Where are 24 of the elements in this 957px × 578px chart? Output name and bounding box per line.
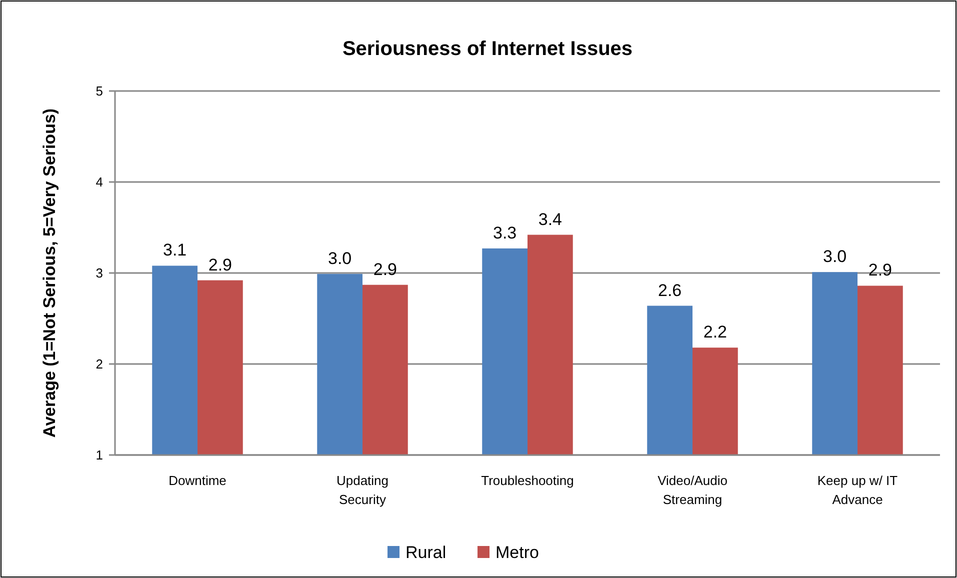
- data-label: 3.0: [822, 247, 847, 266]
- y-tick-label: 3: [96, 266, 103, 281]
- data-label: 3.3: [492, 223, 517, 242]
- y-tick-label: 4: [96, 174, 103, 190]
- y-tick-label: 1: [96, 448, 103, 463]
- y-axis-title: Average (1=Not Serious, 5=Very Serious): [40, 108, 59, 438]
- data-label: 3.1: [162, 240, 187, 260]
- data-label: 3.0: [328, 248, 352, 268]
- x-tick-label: Updating Security: [336, 473, 389, 507]
- x-tick-label: Downtime: [168, 473, 226, 488]
- x-tick-label: Video/Audio Streaming: [658, 473, 728, 507]
- legend-label: Rural: [406, 543, 446, 562]
- chart-title: Seriousness of Internet Issues: [342, 38, 633, 60]
- y-tick-label: 5: [96, 84, 103, 99]
- data-label: 3.4: [538, 210, 562, 229]
- data-label: 2.2: [703, 322, 728, 342]
- data-label: 2.6: [658, 280, 682, 300]
- x-tick-label: Keep up w/ IT Advance: [817, 473, 898, 507]
- y-tick-label: 2: [96, 356, 103, 372]
- legend-label: Metro: [496, 543, 539, 562]
- data-label: 2.9: [373, 260, 398, 279]
- data-label: 2.9: [208, 255, 232, 274]
- data-label: 2.9: [868, 260, 892, 280]
- x-tick-label: Troubleshooting: [481, 473, 574, 488]
